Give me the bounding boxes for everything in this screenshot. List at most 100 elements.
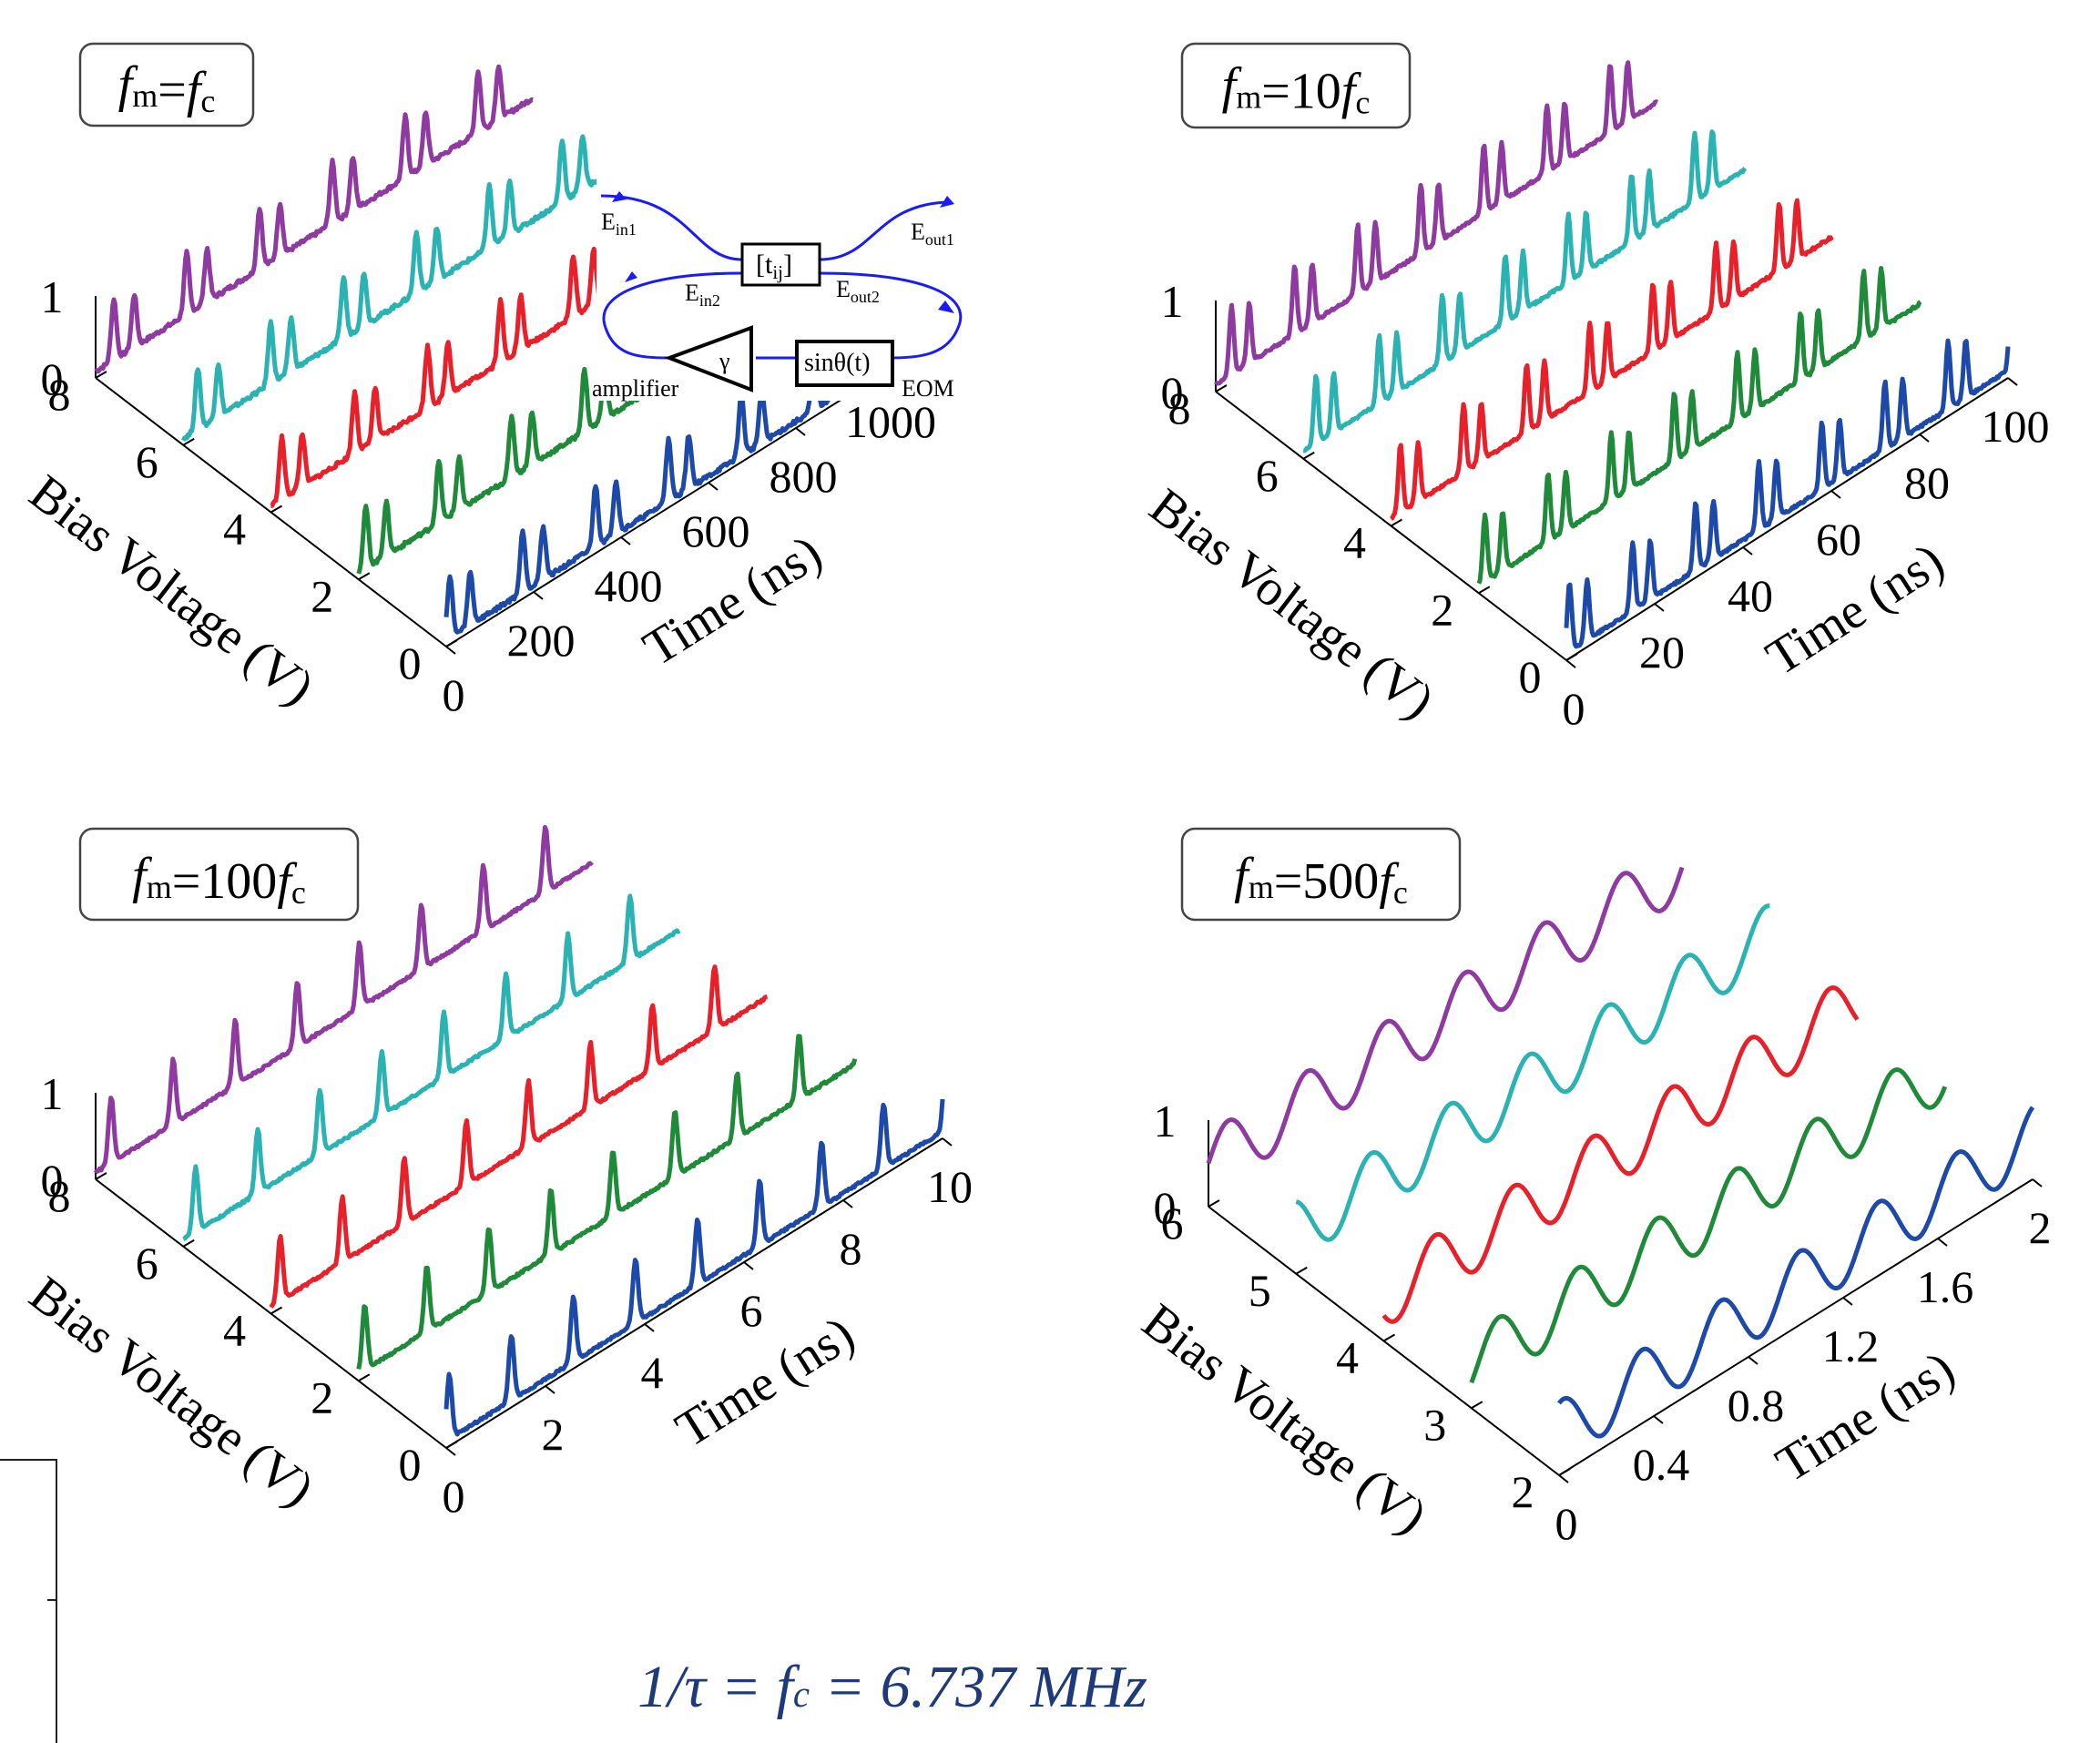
x-axis-line	[1558, 1178, 2034, 1476]
axes	[95, 1093, 953, 1456]
x-tick-label: 8	[840, 1223, 862, 1274]
y-tick	[445, 639, 458, 647]
y-tick-label: 5	[1249, 1265, 1271, 1316]
x-axis-label: Time (ns)	[667, 1306, 864, 1459]
x-tick	[1919, 433, 1930, 443]
x-axis-line	[445, 372, 884, 647]
y-tick	[270, 505, 283, 514]
x-tick-label: 600	[682, 505, 750, 556]
x-tick	[1937, 1238, 1948, 1247]
y-tick	[1558, 1468, 1571, 1476]
y-tick-label: 3	[1423, 1399, 1446, 1450]
panel-label-box	[78, 827, 360, 922]
panel-label: fm=100fc	[132, 848, 306, 911]
arrow-in2-icon	[625, 271, 637, 282]
series-trace-bias-6	[1302, 129, 1748, 454]
panel-label-box	[1180, 42, 1412, 129]
series-trace-bias-5	[1295, 903, 1771, 1242]
y-tick-label: 8	[48, 1170, 71, 1221]
y-axis-label: Bias Voltage (V)	[1132, 1293, 1437, 1545]
x-tick-label: 6	[740, 1285, 763, 1336]
series-trace-bias-0	[443, 1098, 945, 1437]
series-trace-bias-4	[1390, 198, 1834, 521]
y-tick-label: 4	[223, 1305, 246, 1356]
x-tick-label: 80	[1904, 457, 1950, 508]
x-tick	[1653, 1415, 1664, 1424]
x-tick-label: 0.8	[1728, 1380, 1785, 1431]
x-tick-label: 400	[595, 560, 663, 611]
x-tick	[1830, 490, 1841, 499]
y-tick-label: 2	[311, 1371, 333, 1422]
z-tick-label: 0	[41, 1155, 64, 1206]
y-tick-label: 0	[399, 1439, 422, 1490]
y-tick	[270, 1306, 283, 1315]
y-tick-label: 2	[1431, 584, 1453, 635]
y-tick	[358, 572, 371, 581]
y-axis-label: Bias Voltage (V)	[19, 464, 324, 717]
cropped-frame	[0, 1459, 57, 1743]
x-tick	[1654, 603, 1665, 612]
series-trace-bias-2	[356, 1034, 858, 1370]
panel-label: fm=500fc	[1234, 848, 1408, 911]
y-tick	[182, 1238, 195, 1248]
axes	[1215, 301, 2018, 668]
eom-box	[795, 340, 894, 387]
x-tick	[445, 646, 456, 655]
x-tick	[1565, 659, 1576, 668]
y-axis-label: Bias Voltage (V)	[1139, 478, 1444, 730]
x-tick	[743, 1261, 754, 1270]
series-trace-bias-8	[93, 825, 594, 1175]
y-tick-label: 4	[1343, 517, 1366, 568]
series-trace-bias-0	[1564, 338, 2011, 649]
y-tick	[182, 437, 195, 446]
y-tick-label: 6	[136, 1238, 158, 1289]
series-trace-bias-6	[181, 134, 623, 442]
x-tick	[1748, 1356, 1758, 1365]
y-tick	[1471, 1401, 1483, 1410]
x-axis-line	[1565, 377, 2009, 661]
x-tick-label: 4	[641, 1347, 664, 1398]
x-tick-label: 10	[927, 1161, 973, 1212]
input-waveguide-1	[600, 194, 743, 261]
x-tick	[533, 591, 544, 600]
arrow-out2-icon	[938, 301, 954, 313]
panel-label-box	[78, 42, 255, 127]
panel-label: fm=fc	[118, 56, 216, 119]
x-tick-label: 40	[1728, 570, 1773, 621]
y-tick	[445, 1441, 458, 1449]
arrow-out1-icon	[940, 196, 954, 208]
series-trace-bias-3	[1469, 1067, 1948, 1384]
x-tick-label: 1000	[845, 396, 936, 447]
z-tick-label: 1	[1161, 276, 1184, 327]
x-tick-label: 800	[770, 451, 838, 502]
z-tick-label: 0	[41, 353, 64, 404]
x-tick	[1742, 546, 1753, 556]
y-tick-label: 8	[1168, 382, 1191, 433]
x-tick-label: 0	[1563, 683, 1585, 734]
z-tick-label: 1	[41, 1068, 64, 1119]
x-tick	[620, 536, 631, 545]
x-tick-label: 0	[443, 1471, 465, 1522]
z-tick-label: 0	[1154, 1182, 1177, 1233]
x-tick	[1558, 1474, 1569, 1483]
x-tick-label: 60	[1816, 514, 1861, 565]
x-tick	[2032, 1178, 2043, 1187]
amplifier-icon	[664, 325, 753, 392]
z-tick-label: 0	[1161, 367, 1184, 418]
y-axis-label: Bias Voltage (V)	[19, 1266, 324, 1518]
output-waveguide-1	[819, 200, 948, 261]
x-tick-label: 0	[1555, 1498, 1578, 1549]
x-tick	[1842, 1297, 1853, 1306]
series-trace-bias-8	[1214, 60, 1659, 386]
y-tick	[1295, 1266, 1308, 1275]
label-gain: γ	[719, 348, 730, 374]
series-trace-bias-6	[182, 893, 681, 1241]
x-tick-label: 1.6	[1917, 1261, 1974, 1312]
y-tick	[1302, 451, 1315, 460]
y-tick-label: 6	[1161, 1198, 1184, 1249]
x-tick-label: 200	[507, 615, 576, 666]
x-tick	[842, 1199, 853, 1208]
